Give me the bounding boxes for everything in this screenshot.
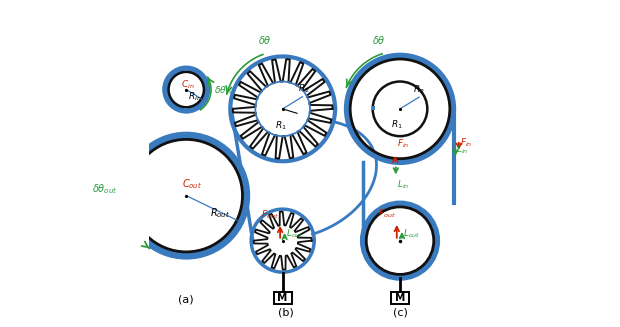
- Bar: [185, 108, 188, 112]
- Text: $R_2$: $R_2$: [298, 83, 309, 95]
- Bar: [184, 134, 188, 138]
- Text: (b): (b): [278, 308, 294, 318]
- Text: $\delta\theta_{in}$: $\delta\theta_{in}$: [214, 85, 232, 97]
- Text: $C_{out}$: $C_{out}$: [182, 178, 202, 191]
- FancyBboxPatch shape: [391, 292, 409, 304]
- Text: $\delta\theta$: $\delta\theta$: [372, 34, 386, 46]
- Text: $R_{out}$: $R_{out}$: [210, 206, 230, 220]
- Text: M: M: [278, 293, 288, 303]
- Text: $\delta\theta$: $\delta\theta$: [258, 34, 272, 45]
- Text: $R_{in}$: $R_{in}$: [188, 90, 202, 103]
- Text: $F_{in}$: $F_{in}$: [460, 137, 472, 149]
- Text: $L_{out}$: $L_{out}$: [403, 227, 421, 240]
- Bar: [184, 253, 188, 257]
- Bar: [371, 106, 375, 110]
- Text: $F_{in}$: $F_{in}$: [397, 137, 409, 150]
- Text: $F_{out}$: $F_{out}$: [378, 208, 396, 220]
- Text: $L_{in}$: $L_{in}$: [397, 179, 410, 191]
- Text: $R_1$: $R_1$: [391, 118, 402, 130]
- Bar: [185, 67, 188, 71]
- Text: (a): (a): [179, 295, 194, 305]
- Text: $L_{out}$: $L_{out}$: [286, 228, 303, 240]
- Text: (c): (c): [392, 308, 407, 318]
- Text: $R_1$: $R_1$: [275, 119, 287, 132]
- Text: $L_{in}$: $L_{in}$: [456, 143, 469, 156]
- Text: $F_{out}$: $F_{out}$: [261, 209, 279, 221]
- Text: M: M: [395, 293, 405, 303]
- Text: $C_{in}$: $C_{in}$: [181, 79, 195, 91]
- FancyBboxPatch shape: [273, 292, 291, 304]
- Text: $R_2$: $R_2$: [414, 83, 425, 96]
- Text: $\delta\theta_{out}$: $\delta\theta_{out}$: [92, 182, 118, 196]
